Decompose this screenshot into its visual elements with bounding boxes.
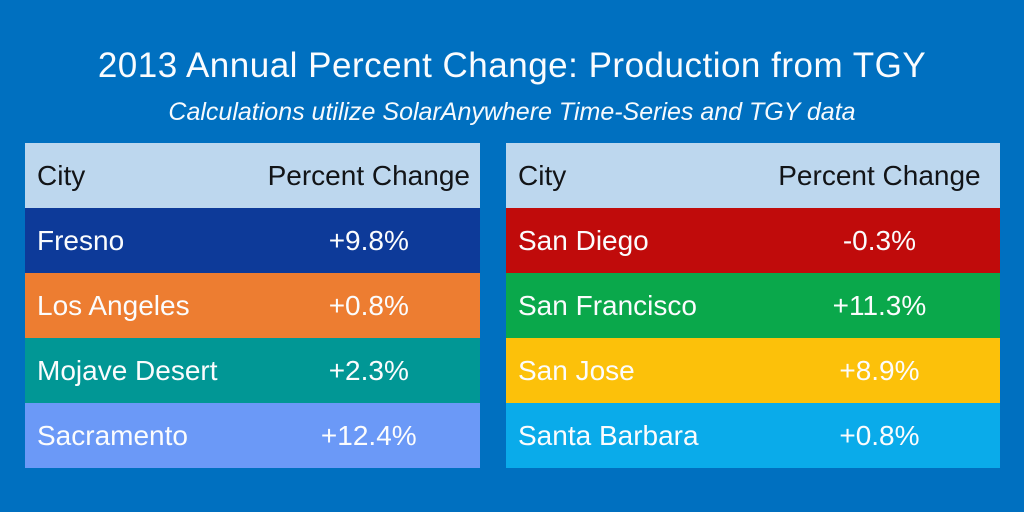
cell-city-name: Sacramento (37, 419, 188, 451)
column-header-city: City (37, 159, 86, 191)
table-row-san-jose: San Jose +8.9% (506, 338, 1000, 403)
table-row-san-francisco: San Francisco +11.3% (506, 273, 1000, 338)
table-row-mojave-desert: Mojave Desert +2.3% (25, 338, 480, 403)
table-header-row: City Percent Change (506, 143, 1000, 208)
cell-city-name: Fresno (37, 224, 125, 256)
table-row-fresno: Fresno +9.8% (25, 208, 480, 273)
cell-city-name: San Diego (518, 224, 649, 256)
page-subtitle: Calculations utilize SolarAnywhere Time-… (168, 98, 856, 126)
cell-percent-change-value: +0.8% (328, 289, 409, 321)
column-header-percent-change: Percent Change (267, 159, 470, 191)
cell-percent-change-value: +11.3% (832, 289, 927, 321)
cell-percent-change-value: -0.3% (842, 224, 917, 256)
cell-percent-change-value: +12.4% (320, 419, 417, 451)
cell-city-name: Santa Barbara (518, 419, 699, 451)
page-title: 2013 Annual Percent Change: Production f… (97, 46, 927, 85)
cell-city-name: San Francisco (518, 289, 697, 321)
column-header-city: City (518, 159, 567, 191)
cell-city-name: Mojave Desert (37, 354, 218, 386)
table-right: City Percent Change San Diego -0.3% San Fran… (506, 143, 1000, 468)
table-header-row: City Percent Change (25, 143, 480, 208)
table-left: City Percent Change Fresno +9.8% Los Angeles… (25, 143, 480, 468)
table-row-santa-barbara: Santa Barbara +0.8% (506, 403, 1000, 468)
table-row-sacramento: Sacramento +12.4% (25, 403, 480, 468)
cell-percent-change-value: +2.3% (328, 354, 409, 386)
table-row-san-diego: San Diego -0.3% (506, 208, 1000, 273)
cell-city-name: San Jose (518, 354, 635, 386)
column-header-percent-change: Percent Change (778, 159, 981, 191)
cell-percent-change-value: +9.8% (328, 224, 409, 256)
cell-percent-change-value: +0.8% (839, 419, 920, 451)
table-row-los-angeles: Los Angeles +0.8% (25, 273, 480, 338)
cell-percent-change-value: +8.9% (839, 354, 920, 386)
cell-city-name: Los Angeles (37, 289, 190, 321)
